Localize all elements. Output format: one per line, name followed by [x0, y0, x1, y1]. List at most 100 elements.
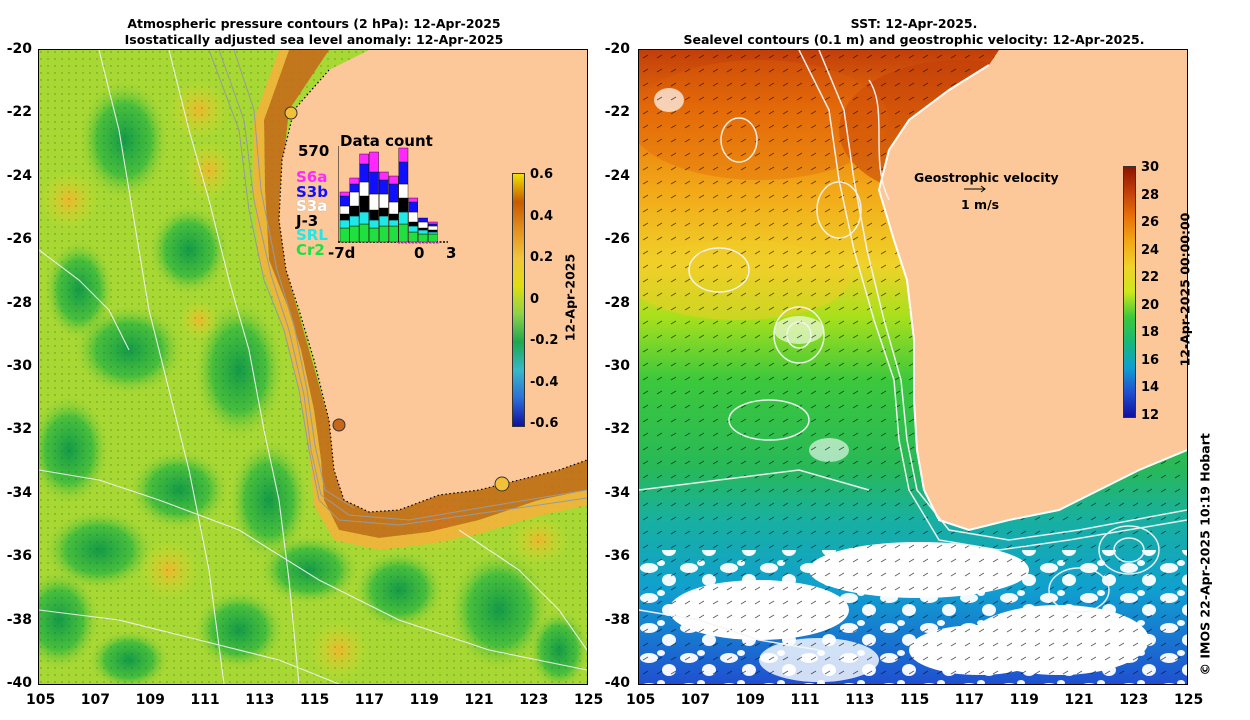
- histogram-bar-segment: [379, 171, 389, 181]
- histogram-bar-segment: [349, 183, 360, 193]
- velocity-legend-title: Geostrophic velocity: [914, 170, 1059, 185]
- histogram-bar-segment: [427, 223, 438, 227]
- histogram-bar-segment: [398, 223, 409, 243]
- colorbar-tick-label: 0: [530, 291, 540, 307]
- left-map-canvas: [39, 50, 587, 684]
- histogram-bar-segment: [379, 225, 389, 243]
- longitude-tick-label: 117: [354, 692, 385, 708]
- longitude-tick-label: 123: [519, 692, 549, 708]
- histogram-bar-segment: [398, 147, 409, 163]
- histogram-bar-segment: [398, 161, 409, 185]
- histogram-bar-segment: [379, 179, 389, 195]
- latitude-tick-label: -30: [6, 358, 32, 374]
- data-count-max: 570: [298, 142, 330, 160]
- latitude-tick-label: -36: [604, 548, 630, 565]
- longitude-tick-label: 121: [464, 692, 494, 708]
- histogram-bar-segment: [339, 195, 350, 207]
- histogram-bar-segment: [408, 197, 418, 203]
- latitude-tick-label: -22: [604, 104, 630, 121]
- histogram-bar-segment: [369, 209, 379, 221]
- data-count-histogram: [338, 146, 448, 244]
- right-colorbar: [1123, 166, 1136, 418]
- histogram-bar-segment: [369, 219, 379, 229]
- histogram-bar-segment: [388, 201, 399, 215]
- copyright-credit: © IMOS 22-Apr-2025 10:19 Hobart: [1197, 433, 1213, 676]
- mission-label-s6a: S6a: [296, 168, 328, 186]
- histogram-bar-segment: [349, 225, 360, 243]
- histogram-bar-segment: [418, 229, 428, 235]
- colorbar-tick-label: -0.4: [530, 374, 559, 390]
- left-colorbar-label: 12-Apr-2025: [562, 253, 578, 342]
- histogram-bar-segment: [427, 221, 438, 225]
- tide-gauge-marker[interactable]: [284, 106, 298, 120]
- histogram-bar-segment: [379, 193, 389, 209]
- histogram-bar-segment: [427, 225, 438, 231]
- latitude-tick-label: -40: [6, 675, 32, 691]
- histogram-bar-segment: [339, 191, 350, 197]
- histogram-bar-segment: [359, 153, 370, 165]
- mission-label-srl: SRL: [296, 226, 328, 244]
- data-count-inset: 570 Data count S6a S3b S3a J-3 SRL Cr2 -7d 0 …: [294, 130, 464, 265]
- latitude-tick-label: -34: [6, 484, 32, 501]
- histogram-bar-segment: [418, 221, 428, 229]
- latitude-tick-label: -30: [604, 358, 630, 374]
- longitude-tick-label: 123: [1119, 692, 1149, 708]
- mission-label-s3a: S3a: [296, 197, 328, 215]
- longitude-tick-label: 107: [680, 692, 711, 708]
- histogram-bar-segment: [388, 183, 399, 203]
- histogram-bar-segment: [388, 213, 399, 221]
- histogram-bar-segment: [418, 217, 428, 223]
- mission-label-j-3: J-3: [296, 211, 319, 230]
- pressure-contours: [39, 50, 587, 684]
- latitude-tick-label: -26: [6, 231, 32, 248]
- histogram-bar-segment: [418, 227, 428, 231]
- histogram-bar-segment: [339, 213, 350, 221]
- mission-label-s3b: S3b: [296, 182, 328, 201]
- left-map-title-line2: Isostatically adjusted sea level anomaly…: [124, 32, 504, 47]
- histogram-bar-segment: [427, 229, 438, 233]
- data-count-title: Data count: [340, 132, 433, 150]
- latitude-tick-label: -32: [6, 421, 32, 438]
- latitude-tick-label: -28: [604, 294, 630, 311]
- colorbar-tick-label: -0.6: [530, 416, 559, 431]
- right-map-plot[interactable]: Geostrophic velocity 1 m/s: [638, 49, 1188, 685]
- histogram-bar-segment: [369, 227, 379, 243]
- coastline: [877, 64, 1187, 532]
- tide-gauge-marker[interactable]: [494, 476, 510, 492]
- colorbar-tick-label: -0.2: [530, 333, 559, 348]
- colorbar-tick-label: 16: [1141, 352, 1160, 368]
- longitude-tick-label: 109: [735, 692, 765, 708]
- sealevel-contours: [639, 50, 1187, 651]
- colorbar-tick-label: 22: [1141, 270, 1160, 286]
- longitude-tick-label: 125: [1174, 692, 1204, 708]
- longitude-tick-label: 113: [245, 692, 275, 708]
- histogram-bar-segment: [359, 163, 370, 183]
- colorbar-tick-label: 30: [1141, 160, 1160, 175]
- longitude-tick-label: 107: [80, 692, 111, 708]
- histogram-bar-segment: [369, 151, 379, 173]
- histogram-bar-segment: [339, 219, 350, 229]
- histogram-bar-segment: [398, 183, 409, 199]
- colorbar-tick-label: 14: [1141, 380, 1160, 396]
- tide-gauge-marker[interactable]: [332, 418, 346, 432]
- latitude-tick-label: -38: [604, 611, 630, 628]
- histogram-bar-segment: [349, 215, 360, 227]
- longitude-tick-label: 115: [300, 692, 330, 708]
- histogram-bar-segment: [359, 181, 370, 197]
- histogram-bar-segment: [349, 177, 360, 185]
- colorbar-tick-label: 12: [1141, 408, 1160, 423]
- inset-x-label-start: -7d: [328, 244, 356, 262]
- inset-x-label-now: 0: [414, 244, 425, 262]
- velocity-legend-scale: 1 m/s: [961, 197, 1000, 212]
- histogram-bar-segment: [359, 223, 370, 243]
- left-map-plot[interactable]: [38, 49, 588, 685]
- colorbar-tick-label: 0.2: [530, 250, 554, 265]
- histogram-bar-segment: [339, 227, 350, 243]
- australia-land: [279, 50, 587, 512]
- histogram-bar-segment: [379, 215, 389, 227]
- latitude-tick-label: -24: [6, 167, 32, 184]
- latitude-tick-label: -34: [604, 484, 630, 501]
- histogram-bar-segment: [398, 211, 409, 225]
- latitude-tick-label: -28: [6, 294, 32, 311]
- latitude-tick-label: -32: [604, 421, 630, 438]
